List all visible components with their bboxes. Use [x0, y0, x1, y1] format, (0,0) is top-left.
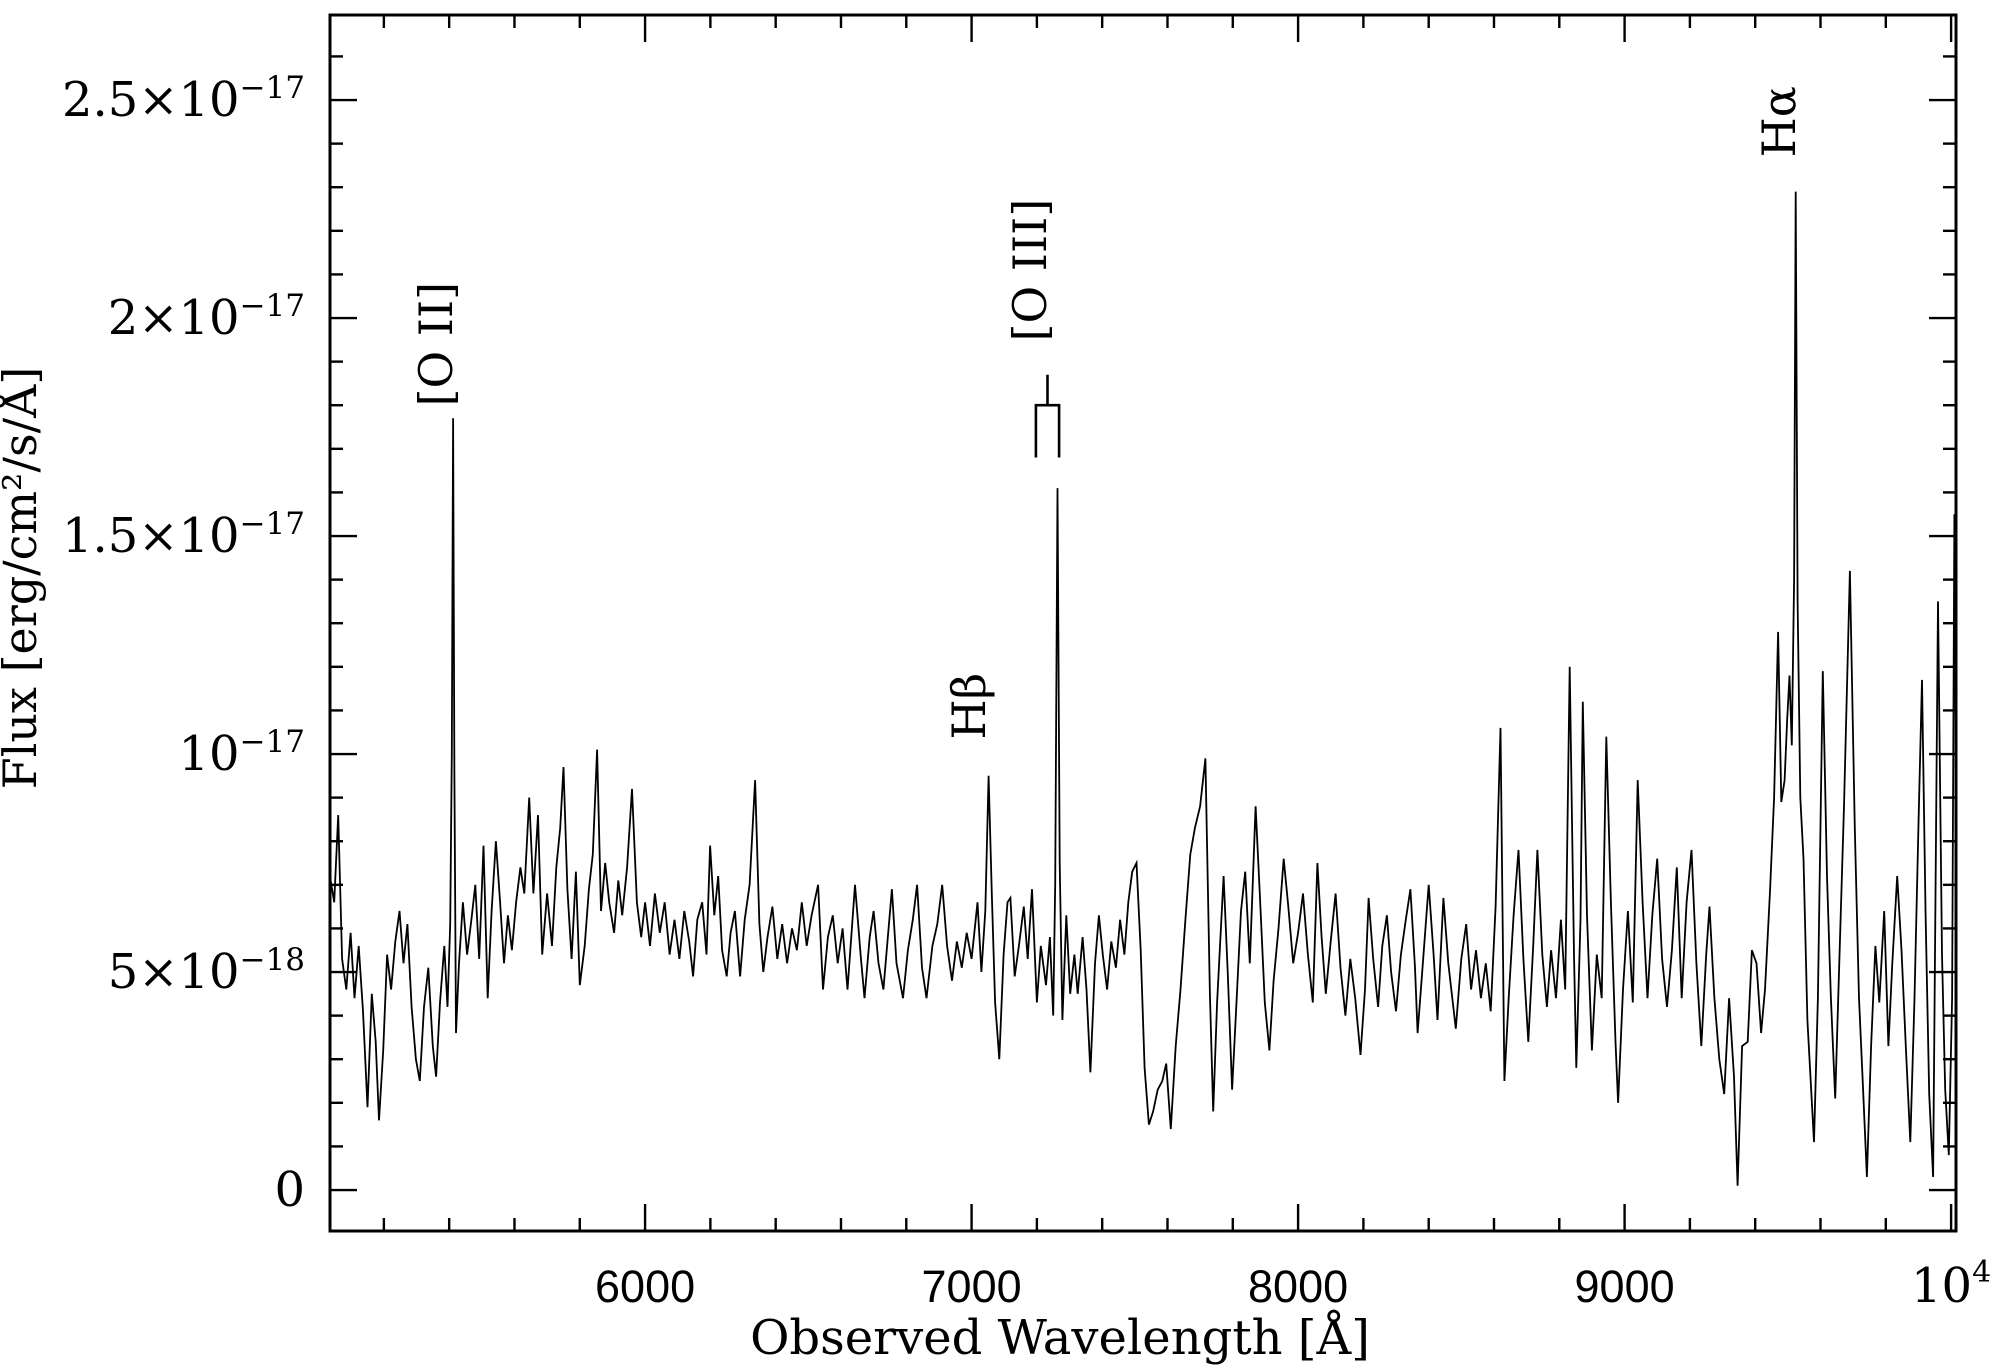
line-annotations: [O II] Hβ [O III] Hα [409, 86, 1806, 739]
oiii-doublet-bracket-marker [1034, 374, 1061, 458]
y-axis-title: Flux [erg/cm²/s/Å] [0, 367, 47, 790]
tick-label: 0 [274, 1162, 305, 1218]
annotation-halpha-label: Hα [1752, 86, 1806, 157]
annotation-oiii-label: [O III] [1003, 199, 1057, 342]
x-axis-tick-labels: 6000 7000 8000 9000 104 [595, 1255, 1991, 1314]
tick-label: 7000 [922, 1261, 1022, 1312]
tick-label: 104 [1911, 1255, 1991, 1314]
tick-label: 1.5×10−17 [62, 506, 305, 564]
tick-label: 2×10−17 [108, 288, 305, 346]
tick-label: 2.5×10−17 [62, 70, 305, 128]
tick-label: 10−17 [179, 724, 306, 782]
tick-label: 9000 [1575, 1261, 1675, 1312]
annotation-hbeta-label: Hβ [942, 673, 996, 740]
tick-label: 6000 [595, 1261, 695, 1312]
y-axis-tick-labels: 0 5×10−18 10−17 1.5×10−17 2×10−17 2.5×10−17 [62, 70, 305, 1218]
annotation-oii-label: [O II] [409, 282, 463, 407]
plot-border [328, 13, 1958, 1233]
tick-label: 8000 [1248, 1261, 1348, 1312]
axis-ticks [330, 15, 1956, 1231]
tick-label: 5×10−18 [108, 942, 305, 1000]
x-axis-title: Observed Wavelength [Å] [750, 1309, 1370, 1366]
spectrum-line [329, 191, 1957, 1186]
